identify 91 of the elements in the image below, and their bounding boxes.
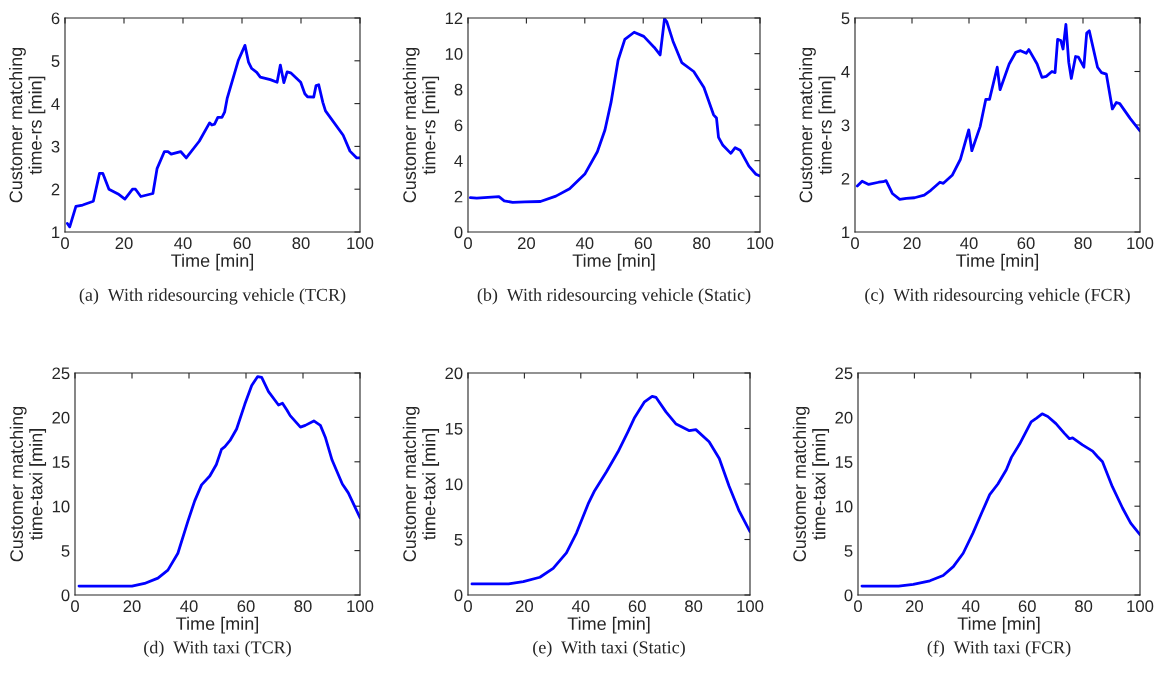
y-axis-title: Customer matching time-rs [min]	[402, 47, 440, 203]
x-tick-label: 40	[575, 237, 594, 250]
x-tick-label: 80	[1074, 237, 1092, 250]
y-tick-label: 0	[454, 226, 463, 239]
y-tick-label: 15	[52, 456, 70, 468]
x-tick-label: 40	[571, 600, 590, 613]
x-tick-label: 40	[960, 237, 978, 250]
y-tick-label: 20	[835, 411, 853, 424]
y-tick-label: 5	[841, 12, 850, 25]
y-tick-label: 5	[844, 545, 853, 557]
x-tick-label: 80	[1075, 600, 1093, 613]
x-tick-label: 100	[1127, 237, 1154, 250]
text: (c) With ridesourcing vehicle (FCR)	[865, 288, 1130, 305]
y-tick-label: 5	[61, 545, 70, 557]
y-tick-label: 4	[841, 66, 850, 78]
y-tick-label: 0	[454, 589, 463, 602]
y-tick-label: 6	[454, 119, 463, 132]
y-tick-label: 10	[445, 48, 463, 60]
text: (a) With ridesourcing vehicle (TCR)	[79, 288, 346, 305]
y-tick-label: 15	[445, 423, 463, 435]
x-axis-title: Time [min]	[957, 616, 1040, 634]
y-tick-label: 6	[51, 12, 60, 25]
x-tick-label: 40	[174, 237, 192, 250]
y-tick-label: 20	[445, 367, 463, 380]
y-tick-label: 20	[52, 411, 70, 424]
y-tick-label: 4	[51, 98, 60, 110]
line-series	[860, 412, 1140, 588]
y-tick-label: 10	[835, 500, 853, 513]
x-tick-label: 20	[905, 600, 924, 613]
y-tick-label: 10	[52, 500, 70, 513]
y-axis-title: Customer matching time-taxi [min]	[9, 406, 47, 562]
y-tick-label: 1	[52, 226, 60, 239]
x-tick-label: 40	[961, 600, 980, 613]
x-tick-label: 20	[515, 600, 534, 613]
y-tick-label: 2	[51, 183, 60, 196]
y-tick-label: 3	[841, 119, 850, 132]
x-axis-title: Time [min]	[567, 616, 650, 634]
x-tick-label: 0	[854, 600, 862, 613]
x-axis-title: Time [min]	[572, 253, 655, 271]
x-tick-label: 60	[237, 600, 255, 613]
y-tick-label: 2	[841, 172, 850, 185]
y-axis-title: Customer matching time-rs [min]	[9, 47, 46, 203]
x-tick-label: 60	[1018, 600, 1036, 613]
line-series	[470, 394, 750, 586]
x-tick-label: 0	[464, 237, 472, 250]
x-tick-label: 0	[464, 600, 472, 613]
y-axis-title: Customer matching time-rs [min]	[799, 47, 836, 203]
x-tick-label: 20	[517, 237, 536, 250]
text: (d) With taxi (TCR)	[144, 640, 291, 658]
y-tick-label: 25	[835, 367, 853, 380]
y-tick-label: 4	[454, 155, 463, 167]
y-tick-label: 0	[844, 589, 853, 602]
x-tick-label: 100	[737, 600, 764, 613]
y-tick-label: 0	[61, 589, 70, 602]
x-axis-title: Time [min]	[171, 253, 254, 271]
text: (e) With taxi (Static)	[533, 640, 685, 658]
y-tick-label: 15	[835, 456, 853, 468]
line-series	[855, 23, 1140, 201]
x-tick-label: 60	[1017, 237, 1035, 250]
x-tick-label: 100	[347, 237, 374, 250]
y-tick-label: 12	[445, 12, 463, 25]
y-tick-label: 8	[454, 83, 463, 96]
x-tick-label: 20	[115, 237, 133, 250]
x-tick-label: 40	[180, 600, 198, 613]
x-tick-label: 80	[294, 600, 312, 613]
y-tick-label: 25	[52, 367, 70, 380]
x-axis-title: Time [min]	[956, 253, 1039, 271]
x-axis-title: Time [min]	[176, 616, 259, 634]
x-tick-label: 80	[693, 237, 711, 250]
y-tick-label: 1	[842, 226, 850, 239]
x-tick-label: 100	[1127, 600, 1154, 613]
x-tick-label: 20	[123, 600, 141, 613]
y-tick-label: 3	[51, 140, 60, 153]
line-series	[65, 44, 360, 229]
y-tick-label: 2	[454, 190, 463, 203]
x-tick-label: 60	[628, 600, 646, 613]
y-tick-label: 5	[454, 534, 463, 546]
x-tick-label: 80	[292, 237, 310, 250]
y-tick-label: 10	[445, 478, 463, 491]
x-tick-label: 60	[233, 237, 251, 250]
text: (f) With taxi (FCR)	[927, 640, 1071, 658]
x-tick-label: 100	[347, 600, 374, 613]
y-tick-label: 5	[51, 55, 60, 67]
x-tick-label: 0	[71, 600, 79, 613]
text: (b) With ridesourcing vehicle (Static)	[477, 288, 751, 305]
x-tick-label: 60	[634, 237, 652, 250]
y-axis-title: Customer matching time-taxi [min]	[402, 406, 440, 562]
y-axis-title: Customer matching time-taxi [min]	[792, 406, 830, 562]
x-tick-label: 80	[685, 600, 703, 613]
x-tick-label: 20	[903, 237, 921, 250]
x-tick-label: 100	[747, 237, 774, 250]
